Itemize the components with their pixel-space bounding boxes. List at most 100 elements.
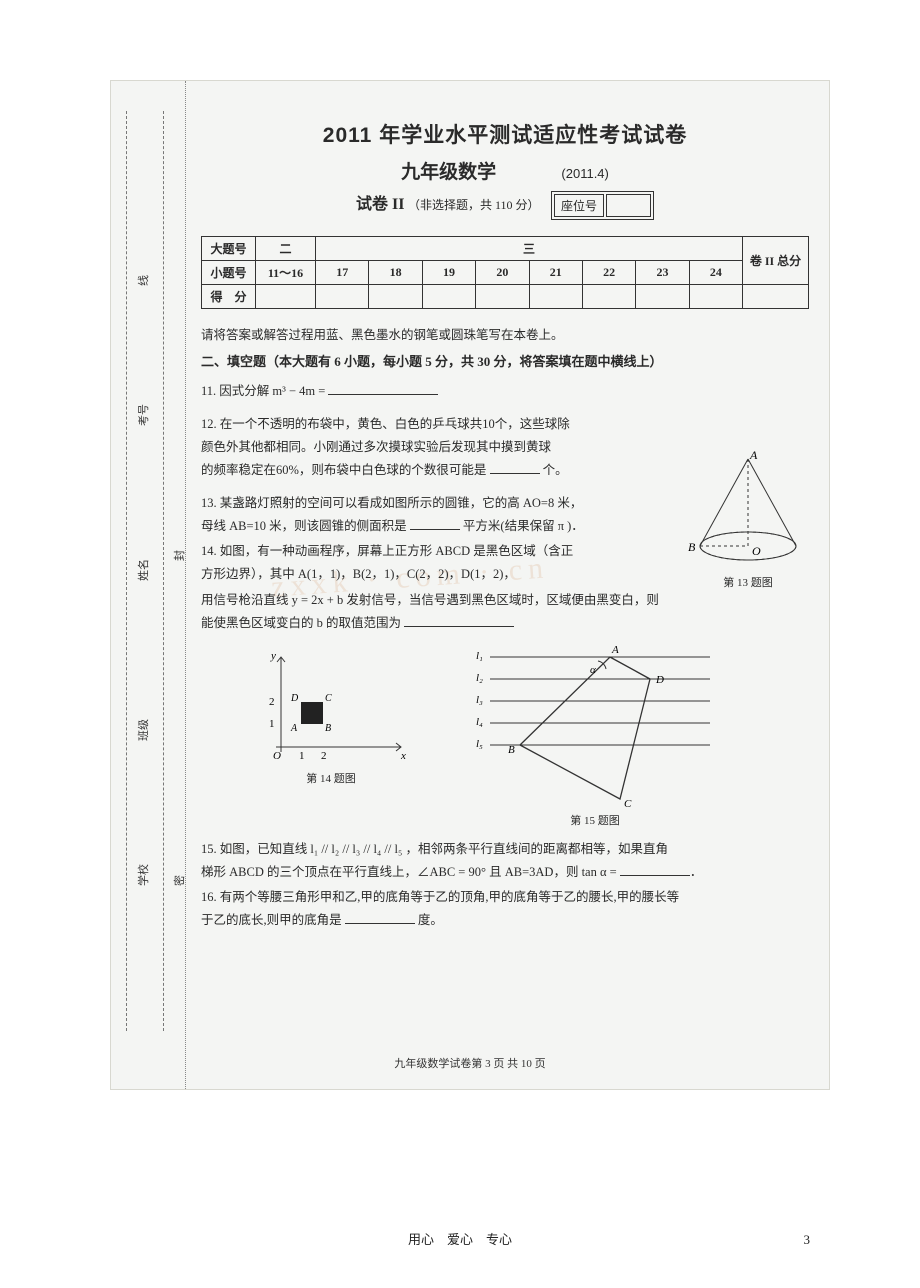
svg-text:D: D	[655, 674, 664, 686]
seat-label: 座位号	[554, 194, 604, 217]
svg-text:1: 1	[299, 750, 305, 762]
paper-number: 试卷 II	[356, 196, 404, 213]
binding-lbl: 考号	[135, 404, 151, 426]
blank-cell	[422, 285, 475, 309]
t: 能使黑色区域变白的 b 的取值范围为	[201, 616, 401, 630]
fig-q14: 1 2 1 2 O x y A B C D 第 14 题图	[241, 647, 421, 786]
q14-a: 14. 如图，有一种动画程序，屏幕上正方形 ABCD 是黑色区域（含正 方形边界…	[201, 540, 641, 586]
blank-cell	[743, 285, 809, 309]
title-date: (2011.4)	[561, 166, 608, 181]
binding-lbl: 姓名	[135, 559, 151, 581]
t: 13. 某盏路灯照射的空间可以看成如图所示的圆锥，它的高 AO=8 米，	[201, 496, 582, 510]
seat-blank	[606, 194, 651, 217]
score-row-2: 小题号 11～16 17 18 19 20 21 22 23 24	[202, 261, 809, 285]
t: 12. 在一个不透明的布袋中，黄色、白色的乒乓球共10个，这些球除	[201, 417, 570, 431]
binding-lbl: 线	[135, 275, 151, 286]
svg-text:B: B	[508, 744, 515, 756]
blank-cell	[316, 285, 369, 309]
svg-text:A: A	[611, 644, 619, 656]
c: 24	[689, 261, 742, 285]
q11: 11. 因式分解 m³ − 4m =	[201, 380, 809, 403]
paper-note: （非选择题，共 110 分）	[408, 198, 540, 212]
t: 度。	[418, 913, 443, 927]
q15: 15. 如图，已知直线 l₁ // l₂ // l₃ // l₄ // l₅ ，…	[201, 838, 809, 884]
q14-chart-icon: 1 2 1 2 O x y A B C D	[251, 647, 411, 767]
binding-lbl: 学校	[135, 864, 151, 886]
binding-margin: 线 考号 封 姓名 班级 学校 密	[111, 81, 186, 1089]
fig-q13: A B O 第 13 题图	[683, 451, 813, 590]
svg-text:A: A	[290, 723, 298, 734]
fig15-caption: 第 15 题图	[465, 812, 725, 828]
svg-text:C: C	[325, 693, 332, 704]
outer-pagenum: 3	[804, 1232, 811, 1248]
svg-text:y: y	[270, 650, 276, 662]
svg-text:x: x	[400, 750, 406, 762]
svg-text:l₁: l₁	[476, 650, 483, 662]
c: 17	[316, 261, 369, 285]
q16: 16. 有两个等腰三角形甲和乙,甲的底角等于乙的顶角,甲的底角等于乙的腰长,甲的…	[201, 886, 809, 932]
c: 18	[369, 261, 422, 285]
svg-text:l₂: l₂	[476, 672, 483, 684]
t: 颜色外其他都相同。小刚通过多次摸球实验后发现其中摸到黄球	[201, 440, 551, 454]
c: 19	[422, 261, 475, 285]
score-row-3: 得 分	[202, 285, 809, 309]
exam-page: 线 考号 封 姓名 班级 学校 密 zxxk · com · cn 2011 年…	[110, 80, 830, 1090]
svg-text:A: A	[749, 451, 758, 462]
binding-lbl: 密	[171, 875, 187, 886]
svg-text:B: B	[688, 540, 696, 554]
blank	[620, 863, 690, 876]
c: 卷 II 总分	[743, 237, 809, 285]
t: 于乙的底长,则甲的底角是	[201, 913, 342, 927]
figure-row: 1 2 1 2 O x y A B C D 第 14 题图	[201, 639, 809, 828]
q11-text: 11. 因式分解 m³ − 4m =	[201, 384, 325, 398]
svg-text:C: C	[624, 798, 632, 809]
blank-cell	[369, 285, 422, 309]
blank-cell	[636, 285, 689, 309]
section-2-heading: 二、填空题（本大题有 6 小题，每小题 5 分，共 30 分，将答案填在题中横线…	[201, 351, 809, 370]
svg-text:1: 1	[269, 718, 275, 730]
svg-text:l₃: l₃	[476, 694, 483, 706]
svg-text:O: O	[752, 544, 761, 558]
blank-cell	[476, 285, 529, 309]
c: 20	[476, 261, 529, 285]
blank-cell	[689, 285, 742, 309]
q13: 13. 某盏路灯照射的空间可以看成如图所示的圆锥，它的高 AO=8 米， 母线 …	[201, 492, 641, 538]
dash-line-1	[126, 111, 127, 1031]
t: 16. 有两个等腰三角形甲和乙,甲的底角等于乙的顶角,甲的底角等于乙的腰长,甲的…	[201, 890, 679, 904]
blank	[404, 614, 514, 627]
svg-text:D: D	[290, 693, 299, 704]
t: 14. 如图，有一种动画程序，屏幕上正方形 ABCD 是黑色区域（含正	[201, 544, 573, 558]
instructions: 请将答案或解答过程用蓝、黑色墨水的钢笔或圆珠笔写在本卷上。	[201, 325, 809, 346]
blank	[345, 912, 415, 925]
t: 平方米(结果保留 π )．	[463, 519, 584, 533]
seat-box: 座位号	[551, 191, 654, 220]
title-main: 2011 年学业水平测试适应性考试试卷	[201, 119, 809, 149]
t: 用信号枪沿直线 y = 2x + b 发射信号，当信号遇到黑色区域时，区域便由黑…	[201, 593, 659, 607]
blank	[490, 461, 540, 474]
c: 得 分	[202, 285, 256, 309]
binding-lbl: 班级	[135, 719, 151, 741]
outer-footer: 用心 爱心 专心	[0, 1229, 920, 1248]
blank	[410, 518, 460, 531]
page-footer: 九年级数学试卷第 3 页 共 10 页	[111, 1055, 829, 1071]
t: 15. 如图，已知直线 l₁ // l₂ // l₃ // l₄ // l₅ ，…	[201, 842, 668, 856]
title-sub: 九年级数学 (2011.4)	[201, 157, 809, 184]
score-row-1: 大题号 二 三 卷 II 总分	[202, 237, 809, 261]
c: 23	[636, 261, 689, 285]
t: 个。	[543, 463, 568, 477]
t: 方形边界），其中 A(1，1)，B(2，1)，C(2，2)，D(1，2)，	[201, 567, 516, 581]
paper-row: 试卷 II （非选择题，共 110 分） 座位号	[201, 190, 809, 220]
title-sub-text: 九年级数学	[401, 162, 496, 183]
c: 21	[529, 261, 582, 285]
content-area: 2011 年学业水平测试适应性考试试卷 九年级数学 (2011.4) 试卷 II…	[201, 101, 809, 932]
blank-cell	[256, 285, 316, 309]
svg-text:O: O	[273, 750, 281, 762]
q15-diagram-icon: l₁ l₂ l₃ l₄ l₅ A D B C α	[470, 639, 720, 809]
c: 二	[256, 237, 316, 261]
t: 的频率稳定在60%，则布袋中白色球的个数很可能是	[201, 463, 486, 477]
svg-text:2: 2	[269, 696, 275, 708]
blank	[328, 382, 438, 395]
blank-cell	[582, 285, 635, 309]
c: 22	[582, 261, 635, 285]
svg-text:2: 2	[321, 750, 327, 762]
